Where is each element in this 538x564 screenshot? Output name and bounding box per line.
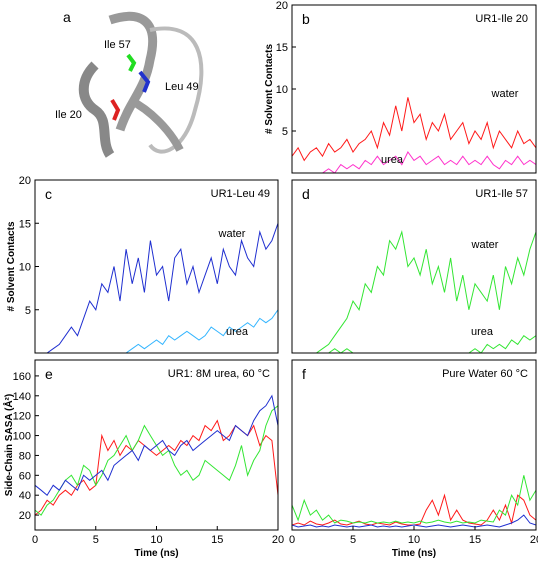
panel-letter: b: [302, 11, 310, 27]
ribbon: [78, 61, 115, 158]
x-tick-label: 5: [93, 534, 99, 546]
series-label: urea: [381, 154, 404, 166]
series-line: [35, 394, 278, 496]
series-line: [35, 223, 278, 353]
y-tick-label: 10: [19, 262, 31, 274]
panel-letter: e: [45, 366, 53, 382]
y-axis-label: # Solvent Contacts: [6, 221, 17, 311]
y-tick-label: 120: [13, 411, 31, 423]
x-tick-label: 0: [32, 534, 38, 546]
y-tick-label: 15: [19, 218, 31, 230]
y-tick-label: 100: [13, 431, 31, 443]
axes-frame: [291, 359, 537, 531]
y-axis-label: # Solvent Contacts: [264, 44, 275, 134]
y-tick-label: 80: [19, 450, 31, 462]
panel-letter: d: [302, 186, 310, 202]
series-line: [292, 514, 536, 528]
series-label: urea: [471, 326, 494, 338]
y-tick-label: 20: [19, 510, 31, 522]
panel-letter: a: [63, 9, 71, 25]
series-label: urea: [226, 326, 249, 338]
x-tick-label: 20: [272, 534, 284, 546]
axes-frame: [291, 179, 537, 354]
x-tick-label: 10: [408, 534, 420, 546]
residue: [110, 98, 121, 121]
panel-letter: c: [45, 186, 52, 202]
panel-title: UR1-Leu 49: [211, 188, 270, 200]
panel-title: UR1-Ile 57: [475, 188, 528, 200]
series-line: [292, 335, 536, 353]
ribbon: [128, 96, 184, 152]
plot: [292, 475, 536, 528]
panel-title: UR1-Ile 20: [475, 13, 528, 25]
series-line: [35, 405, 278, 516]
residue: [126, 53, 137, 72]
series-line: [35, 419, 278, 516]
y-tick-label: 40: [19, 490, 31, 502]
y-tick-label: 140: [13, 391, 31, 403]
residue-label: Ile 20: [55, 109, 82, 121]
x-tick-label: 0: [289, 534, 295, 546]
series-label: water: [491, 88, 519, 100]
series-line: [35, 309, 278, 353]
residue-label: Leu 49: [165, 81, 199, 93]
x-axis-label: Time (ns): [134, 548, 178, 559]
panel-title: Pure Water 60 °C: [442, 368, 528, 380]
protein-image: a Ile 57 Leu 49 Ile 20: [55, 9, 204, 158]
y-tick-label: 5: [282, 126, 288, 138]
plot: [35, 394, 278, 516]
series-line: [292, 229, 536, 353]
plot: [292, 229, 536, 353]
series-line: [292, 475, 536, 524]
series-line: [292, 151, 536, 173]
panel-title: UR1: 8M urea, 60 °C: [168, 368, 270, 380]
ribbon: [108, 11, 158, 132]
y-tick-label: 5: [25, 305, 31, 317]
series-label: water: [471, 239, 499, 251]
x-tick-label: 5: [350, 534, 356, 546]
series-line: [292, 97, 536, 162]
ribbon: [148, 26, 204, 154]
residue: [138, 70, 151, 93]
plot: [35, 223, 278, 353]
series-label: water: [218, 228, 246, 240]
x-tick-label: 20: [530, 534, 538, 546]
plot: [292, 97, 536, 173]
y-tick-label: 60: [19, 470, 31, 482]
residue-label: Ile 57: [104, 39, 131, 51]
y-axis-label: Side-Chain SASA (Å²): [2, 394, 15, 496]
panel-letter: f: [302, 366, 306, 382]
x-tick-label: 15: [211, 534, 223, 546]
x-tick-label: 10: [150, 534, 162, 546]
x-tick-label: 15: [469, 534, 481, 546]
y-tick-label: 20: [276, 0, 288, 12]
y-tick-label: 15: [276, 42, 288, 54]
y-tick-label: 20: [19, 175, 31, 187]
y-tick-label: 10: [276, 84, 288, 96]
x-axis-label: Time (ns): [392, 548, 436, 559]
y-tick-label: 160: [13, 371, 31, 383]
